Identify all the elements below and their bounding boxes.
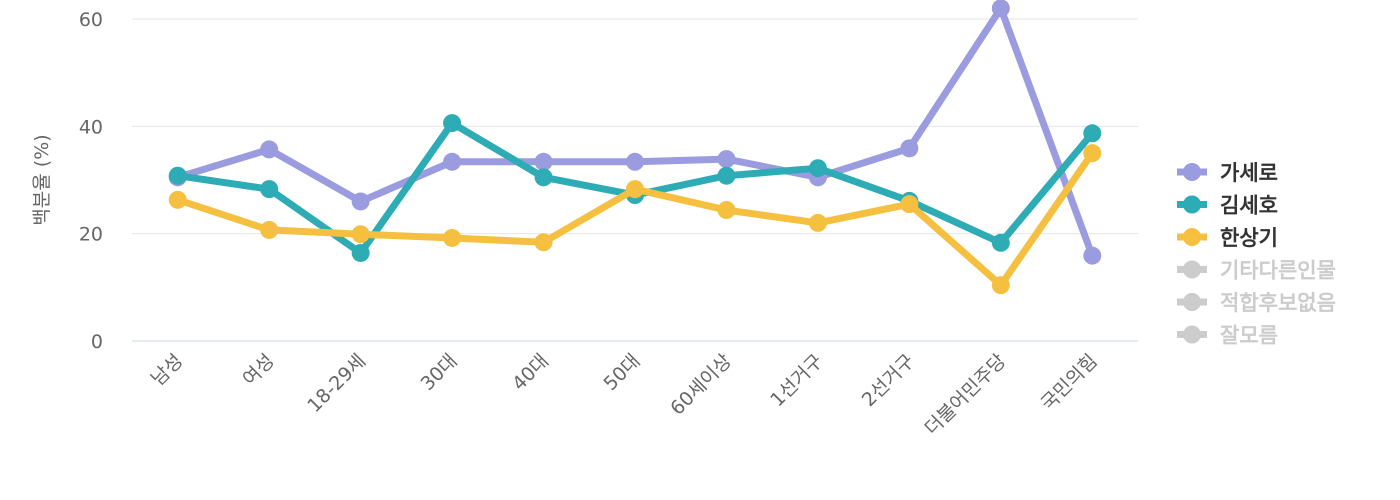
x-tick-label: 더불어민주당	[921, 350, 1011, 440]
y-tick-label: 60	[79, 9, 103, 31]
data-point	[626, 180, 644, 199]
data-point	[260, 180, 279, 199]
data-point	[534, 233, 553, 252]
x-tick-label: 40대	[508, 350, 553, 395]
legend-symbol	[1183, 195, 1201, 214]
data-point	[808, 213, 827, 232]
legend-item[interactable]: 김세호	[1177, 194, 1278, 218]
data-point	[443, 228, 462, 247]
data-point	[168, 166, 187, 185]
data-point	[717, 201, 736, 220]
data-point	[534, 152, 553, 171]
x-tick-label: 2선거구	[858, 350, 919, 411]
legend-label: 한상기	[1220, 226, 1278, 250]
data-point	[991, 0, 1010, 18]
legend-label: 잘모름	[1220, 324, 1278, 348]
data-point	[717, 166, 736, 185]
data-point	[260, 220, 279, 239]
y-axis-label: 백분율 (%)	[31, 134, 53, 225]
data-point	[443, 114, 462, 133]
data-point	[260, 140, 279, 159]
data-point	[900, 195, 919, 214]
data-point	[900, 139, 919, 158]
legend-label: 김세호	[1220, 194, 1278, 218]
data-point	[717, 150, 736, 169]
legend-item[interactable]: 잘모름	[1177, 324, 1278, 348]
x-tick-label: 50대	[600, 350, 645, 395]
data-point	[351, 243, 370, 262]
legend-item[interactable]: 한상기	[1177, 226, 1278, 250]
x-tick-label: 남성	[147, 350, 187, 390]
data-point	[443, 152, 462, 171]
data-point	[351, 225, 370, 244]
x-tick-label: 1선거구	[766, 350, 827, 411]
legend-item[interactable]: 가세로	[1177, 161, 1278, 185]
data-point	[168, 190, 187, 209]
x-tick-label: 여성	[238, 350, 278, 390]
y-tick-label: 40	[79, 116, 103, 138]
legend-symbol	[1183, 228, 1201, 246]
data-point	[1083, 144, 1102, 163]
y-tick-label: 0	[91, 331, 103, 353]
legend-item[interactable]: 적합후보없음	[1177, 291, 1336, 315]
legend-symbol	[1183, 325, 1201, 344]
data-point	[351, 192, 370, 211]
y-tick-label: 20	[79, 224, 103, 246]
data-point	[991, 233, 1010, 252]
legend-label: 가세로	[1220, 161, 1278, 185]
data-point	[991, 276, 1010, 295]
x-tick-label: 국민의힘	[1037, 350, 1102, 415]
legend-label: 기타다른인물	[1220, 259, 1336, 283]
legend-label: 적합후보없음	[1220, 291, 1336, 315]
data-point	[1083, 124, 1102, 143]
legend-symbol	[1183, 260, 1201, 279]
data-point	[534, 168, 553, 187]
data-point	[626, 152, 644, 171]
legend-symbol	[1183, 293, 1201, 311]
x-tick-label: 30대	[417, 350, 462, 395]
data-point	[1083, 246, 1102, 265]
x-tick-label: 60세이상	[666, 350, 736, 420]
legend-item[interactable]: 기타다른인물	[1177, 259, 1336, 283]
legend-symbol	[1183, 163, 1201, 181]
data-point	[808, 159, 827, 178]
x-tick-label: 18-29세	[303, 350, 370, 417]
